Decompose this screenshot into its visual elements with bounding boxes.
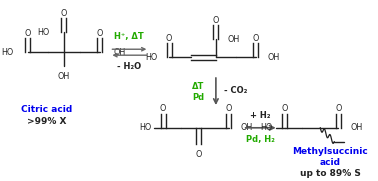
Text: HO: HO xyxy=(260,123,273,132)
Text: Methylsuccinic: Methylsuccinic xyxy=(293,147,368,156)
Text: O: O xyxy=(166,34,172,43)
Text: OH: OH xyxy=(57,72,70,81)
Text: HO: HO xyxy=(2,48,14,57)
Text: O: O xyxy=(226,104,232,113)
Text: >99% X: >99% X xyxy=(27,117,67,126)
Text: O: O xyxy=(160,104,166,113)
Text: O: O xyxy=(196,150,202,159)
Text: O: O xyxy=(335,104,341,113)
Text: O: O xyxy=(96,29,103,38)
Text: + H₂: + H₂ xyxy=(250,111,271,120)
Text: HO: HO xyxy=(139,123,151,132)
Text: OH: OH xyxy=(113,48,126,57)
Text: up to 89% S: up to 89% S xyxy=(300,169,361,178)
Text: O: O xyxy=(213,16,219,25)
Text: OH: OH xyxy=(228,35,240,44)
Text: OH: OH xyxy=(350,123,363,132)
Text: O: O xyxy=(25,29,31,38)
Text: H⁺, ΔT: H⁺, ΔT xyxy=(115,32,144,41)
Text: Pd, H₂: Pd, H₂ xyxy=(246,135,275,144)
Text: HO: HO xyxy=(37,28,50,37)
Text: O: O xyxy=(60,9,67,18)
Text: ΔT: ΔT xyxy=(192,81,204,90)
Text: O: O xyxy=(253,34,259,43)
Text: - H₂O: - H₂O xyxy=(117,62,141,71)
Text: - CO₂: - CO₂ xyxy=(224,87,248,96)
Text: O: O xyxy=(281,104,288,113)
Text: Pd: Pd xyxy=(192,93,204,102)
Text: OH: OH xyxy=(241,123,253,132)
Text: acid: acid xyxy=(320,158,341,167)
Text: HO: HO xyxy=(145,53,157,62)
Text: OH: OH xyxy=(268,53,280,62)
Text: Citric acid: Citric acid xyxy=(21,105,73,114)
